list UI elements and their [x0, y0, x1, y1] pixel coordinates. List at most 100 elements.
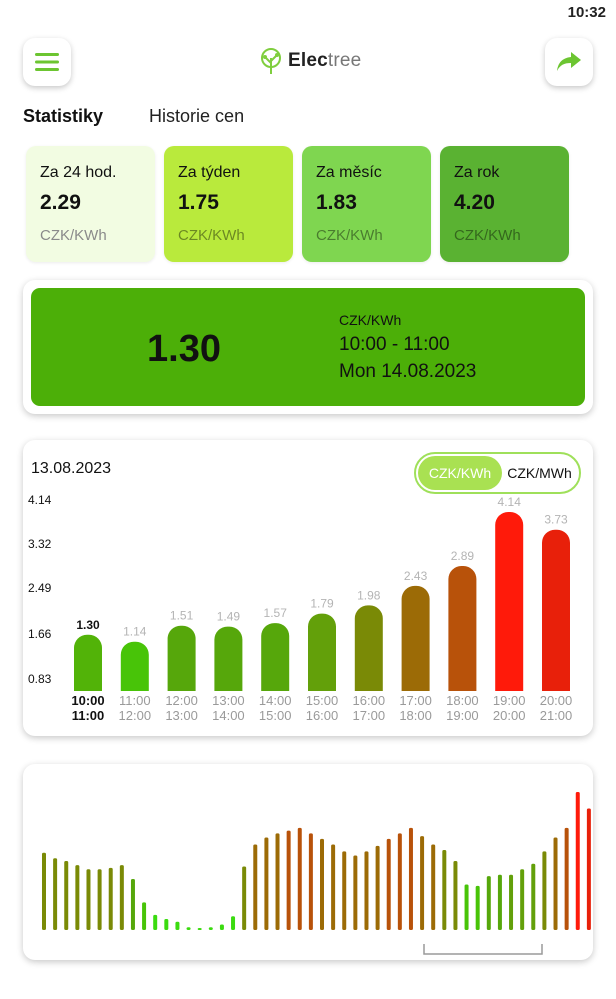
stat-label: Za týden: [178, 164, 241, 181]
overview-bar: [130, 878, 135, 930]
bar-value-label: 4.14: [498, 495, 522, 509]
overview-bar: [442, 849, 447, 930]
price-bar: [261, 623, 290, 691]
bar-value-label: 2.43: [404, 569, 428, 583]
overview-bar: [364, 851, 369, 930]
x-tick-label-to: 17:00: [353, 708, 386, 723]
current-price-panel: 1.30 CZK/KWh 10:00 - 11:00 Mon 14.08.202…: [31, 288, 585, 406]
stat-unit: CZK/KWh: [454, 227, 521, 244]
y-tick-label: 2.49: [28, 581, 52, 595]
overview-bar: [431, 844, 436, 930]
overview-bar: [575, 792, 580, 930]
stat-label: Za rok: [454, 164, 500, 181]
overview-bar: [386, 838, 391, 930]
overview-bar: [253, 844, 258, 930]
y-tick-label: 0.83: [28, 672, 52, 686]
price-bar: [214, 626, 243, 691]
overview-bar: [320, 838, 324, 930]
overview-bar: [286, 830, 291, 930]
x-tick-label-from: 18:00: [446, 693, 479, 708]
overview-bar: [586, 808, 591, 930]
x-tick-label-to: 20:00: [493, 708, 526, 723]
stat-card-year[interactable]: Za rok 4.20 CZK/KWh: [440, 146, 569, 262]
overview-price-chart: [42, 792, 614, 955]
bar-value-label: 1.57: [264, 606, 288, 620]
price-bar: [74, 634, 102, 691]
stat-card-month[interactable]: Za měsíc 1.83 CZK/KWh: [302, 146, 431, 262]
overview-bar: [264, 837, 269, 930]
overview-bar: [308, 833, 313, 930]
status-time: 10:32: [567, 4, 606, 21]
overview-bar: [164, 918, 169, 930]
overview-bar: [219, 924, 224, 930]
unit-toggle[interactable]: CZK/KWh CZK/MWh: [414, 452, 581, 494]
bar-value-label: 1.30: [76, 618, 100, 632]
y-tick-label: 4.14: [28, 493, 52, 507]
overview-bar: [375, 845, 380, 930]
overview-bar: [531, 863, 536, 930]
overview-bar: [497, 874, 502, 930]
overview-bar: [275, 833, 280, 930]
unit-option-kwh[interactable]: CZK/KWh: [418, 456, 502, 490]
x-tick-label-to: 15:00: [259, 708, 292, 723]
stat-label: Za 24 hod.: [40, 164, 117, 181]
price-bar: [120, 641, 149, 691]
stat-unit: CZK/KWh: [178, 227, 245, 244]
overview-bar: [119, 865, 124, 930]
overview-bar: [297, 827, 302, 930]
overview-bar: [420, 836, 425, 930]
overview-bar: [142, 902, 147, 930]
app-logo: Electree: [258, 46, 361, 76]
overview-bar: [553, 837, 558, 930]
price-bar: [448, 566, 477, 691]
overview-bar: [64, 861, 69, 930]
overview-bar: [475, 885, 480, 930]
x-tick-label-from: 11:00: [119, 693, 151, 708]
x-tick-label-from: 16:00: [353, 693, 386, 708]
overview-bar: [564, 827, 569, 930]
price-bar: [495, 512, 524, 691]
bar-value-label: 1.14: [123, 625, 147, 639]
overview-bar: [97, 869, 102, 930]
stat-value: 4.20: [454, 191, 495, 214]
price-bar: [354, 605, 383, 691]
tree-logo-icon: [261, 48, 281, 74]
stat-label: Za měsíc: [316, 164, 382, 181]
chart-date: 13.08.2023: [31, 460, 112, 477]
unit-option-mwh[interactable]: CZK/MWh: [507, 465, 572, 481]
overview-bar: [453, 861, 458, 930]
bar-value-label: 1.49: [217, 610, 241, 624]
x-tick-label-from: 10:00: [71, 693, 104, 708]
stat-value: 2.29: [40, 191, 81, 214]
share-button[interactable]: [545, 38, 593, 86]
tab-statistiky[interactable]: Statistiky: [23, 106, 104, 126]
y-tick-label: 1.66: [28, 627, 52, 641]
overview-bar: [231, 916, 236, 930]
x-tick-label-to: 21:00: [540, 708, 573, 723]
overview-bar: [509, 874, 514, 930]
overview-chart-card: [23, 764, 614, 960]
stat-unit: CZK/KWh: [40, 227, 107, 244]
overview-bar: [353, 855, 358, 930]
x-tick-label-to: 18:00: [399, 708, 432, 723]
price-bar: [167, 625, 196, 691]
overview-bar: [175, 921, 180, 930]
stat-card-24h[interactable]: Za 24 hod. 2.29 CZK/KWh: [26, 146, 155, 262]
overview-bar: [342, 851, 347, 930]
overview-bar: [242, 866, 247, 930]
x-tick-label-to: 19:00: [446, 708, 479, 723]
menu-button[interactable]: [23, 38, 71, 86]
overview-bar: [197, 928, 202, 930]
x-tick-label-from: 13:00: [212, 693, 245, 708]
overview-bar: [42, 852, 46, 930]
overview-bar: [186, 927, 191, 930]
stat-card-week[interactable]: Za týden 1.75 CZK/KWh: [164, 146, 293, 262]
tab-bar: Statistiky Historie cen: [23, 106, 244, 127]
x-tick-label-from: 14:00: [259, 693, 292, 708]
overview-bar: [486, 876, 491, 930]
tab-historie-cen[interactable]: Historie cen: [149, 106, 245, 126]
y-tick-label: 3.32: [28, 537, 52, 551]
overview-bar: [520, 869, 525, 930]
overview-bar: [208, 927, 213, 930]
overview-bar: [397, 833, 402, 930]
